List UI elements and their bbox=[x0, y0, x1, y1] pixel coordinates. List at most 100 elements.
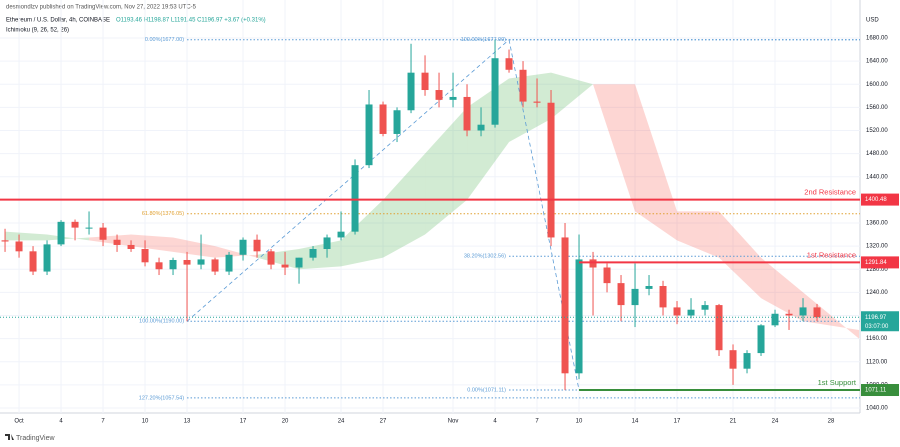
countdown: 03:07:00 bbox=[865, 324, 889, 330]
x-tick-label: 24 bbox=[772, 419, 779, 425]
candle-body bbox=[687, 309, 695, 316]
x-tick-label: 20 bbox=[282, 419, 289, 425]
candle-body bbox=[771, 313, 779, 326]
candle-body bbox=[127, 244, 135, 250]
candle-body bbox=[85, 227, 93, 229]
candle-body bbox=[155, 262, 163, 270]
fib-label: 127.20%(1057.54) bbox=[139, 395, 184, 401]
candle-body bbox=[309, 249, 317, 258]
candle-body bbox=[533, 101, 541, 103]
price-tag bbox=[861, 311, 899, 332]
cloud bbox=[215, 246, 258, 258]
fib-label: 61.80%(1376.05) bbox=[142, 211, 184, 217]
y-tick-label: 1520.00 bbox=[866, 128, 888, 134]
publisher: desmondlzv published on TradingView.com,… bbox=[6, 5, 197, 11]
candle-body bbox=[99, 227, 107, 240]
x-tick-label: 14 bbox=[632, 419, 639, 425]
x-tick-label: 28 bbox=[828, 419, 835, 425]
fib-label: 0.00%(1677.00) bbox=[145, 37, 184, 43]
y-tick-label: 1560.00 bbox=[866, 105, 888, 111]
candle-body bbox=[351, 165, 359, 232]
candle-body bbox=[1, 240, 9, 242]
candle-body bbox=[337, 231, 345, 238]
cloud bbox=[173, 237, 216, 258]
y-tick-label: 1320.00 bbox=[866, 244, 888, 250]
cloud bbox=[803, 292, 860, 339]
price-tag bbox=[861, 256, 899, 269]
y-tick-label: 1120.00 bbox=[866, 359, 888, 365]
ohlc: O1193.46 H1198.87 L1191.45 C1196.97 +3.6… bbox=[116, 18, 266, 24]
candle-body bbox=[463, 96, 471, 131]
candle-body bbox=[659, 286, 667, 308]
candle-body bbox=[561, 237, 569, 374]
candle-body bbox=[29, 251, 37, 272]
candle-body bbox=[57, 221, 65, 245]
cloud bbox=[131, 234, 174, 252]
logo bbox=[5, 434, 14, 440]
candle-body bbox=[253, 239, 261, 252]
x-tick-label: 7 bbox=[101, 419, 105, 425]
x-tick-label: 24 bbox=[338, 419, 345, 425]
candle-body bbox=[239, 239, 247, 255]
y-tick-label: 1480.00 bbox=[866, 151, 888, 157]
candle-body bbox=[379, 104, 387, 134]
price-tag bbox=[861, 193, 899, 206]
x-tick-label: 7 bbox=[535, 419, 539, 425]
candle-body bbox=[757, 325, 765, 354]
level-label: 1st Resistance bbox=[807, 250, 856, 259]
cloud bbox=[5, 231, 48, 241]
cloud bbox=[635, 84, 678, 241]
candle-body bbox=[421, 72, 429, 91]
last-price-label: 1196.97 bbox=[865, 315, 887, 321]
price-tag-label: 1291.84 bbox=[865, 260, 887, 266]
y-tick-label: 1360.00 bbox=[866, 221, 888, 227]
y-tick-label: 1680.00 bbox=[866, 36, 888, 42]
y-tick-label: 1280.00 bbox=[866, 267, 888, 273]
candle-body bbox=[141, 249, 149, 263]
x-tick-label: Oct bbox=[14, 419, 24, 425]
cloud bbox=[677, 211, 720, 258]
currency: USD bbox=[866, 18, 879, 24]
x-tick-label: 27 bbox=[380, 419, 387, 425]
x-tick-label: 4 bbox=[59, 419, 63, 425]
candle-body bbox=[211, 259, 219, 272]
y-tick-label: 1160.00 bbox=[866, 336, 888, 342]
cloud bbox=[425, 107, 468, 235]
candle-body bbox=[519, 69, 527, 102]
candle-body bbox=[169, 259, 177, 270]
cloud bbox=[719, 211, 762, 299]
trend-line bbox=[186, 39, 510, 322]
price-tag-label: 1400.48 bbox=[865, 197, 887, 203]
cloud bbox=[341, 199, 384, 267]
candle-body bbox=[491, 58, 499, 125]
candle-body bbox=[43, 244, 51, 272]
candle-body bbox=[505, 58, 513, 70]
candle-body bbox=[813, 307, 821, 318]
cloud bbox=[761, 257, 804, 322]
x-tick-label: 21 bbox=[730, 419, 737, 425]
x-tick-label: 17 bbox=[674, 419, 681, 425]
candle-body bbox=[715, 305, 723, 351]
cloud bbox=[551, 72, 594, 119]
y-tick-label: 1240.00 bbox=[866, 290, 888, 296]
candle-body bbox=[743, 353, 751, 369]
candle-body bbox=[589, 259, 597, 268]
x-tick-label: 10 bbox=[142, 419, 149, 425]
candle-body bbox=[631, 288, 639, 306]
candle-body bbox=[449, 96, 457, 100]
level-label: 1st Support bbox=[818, 378, 857, 387]
candle-body bbox=[547, 102, 555, 238]
y-tick-label: 1640.00 bbox=[866, 59, 888, 65]
fib-label: 0.00%(1071.11) bbox=[467, 387, 506, 393]
x-tick-label: 10 bbox=[576, 419, 583, 425]
candle-body bbox=[15, 241, 23, 252]
candle-body bbox=[393, 110, 401, 134]
cloud bbox=[593, 84, 636, 212]
price-tag bbox=[861, 384, 899, 397]
candle-body bbox=[435, 90, 443, 100]
footer: TradingView bbox=[16, 435, 55, 442]
candle-body bbox=[477, 124, 485, 131]
candle-body bbox=[295, 257, 303, 268]
candle-body bbox=[603, 267, 611, 284]
